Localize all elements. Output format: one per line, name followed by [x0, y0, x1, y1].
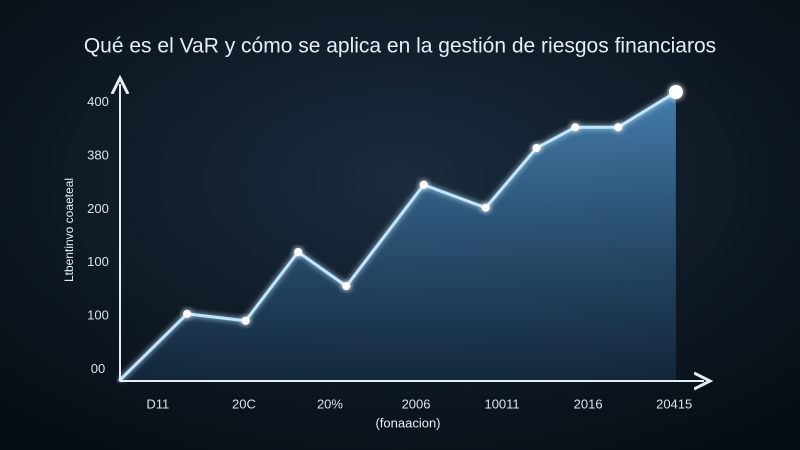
x-tick-label: D11 — [146, 396, 169, 411]
x-tick-label: 20415 — [656, 396, 692, 411]
y-tick-label: 100 — [87, 307, 109, 322]
point — [241, 316, 250, 325]
point — [668, 85, 683, 99]
chart-title: Qué es el VaR y cómo se aplica en la ges… — [84, 35, 716, 58]
point — [342, 282, 351, 291]
y-axis-label: Ltbentinvo coaeteal — [62, 178, 76, 282]
y-tick-label: 380 — [87, 147, 109, 162]
y-tick-label: 400 — [87, 94, 109, 109]
plot-area — [118, 85, 683, 382]
y-tick-label: 100 — [87, 254, 109, 269]
y-tick-label: 00 — [91, 361, 105, 376]
x-tick-label: 20% — [317, 396, 343, 411]
x-tick-label: 10011 — [484, 396, 519, 411]
point — [532, 144, 541, 152]
point — [614, 123, 623, 132]
x-tick-label: 2006 — [402, 396, 431, 411]
x-tick-label: 20C — [232, 396, 256, 411]
y-tick-label: 200 — [87, 201, 109, 216]
area — [120, 92, 676, 380]
point — [294, 248, 303, 256]
point — [571, 123, 580, 132]
x-axis-label: (fonaacion) — [375, 415, 440, 430]
point — [183, 309, 192, 318]
point — [419, 180, 428, 189]
point — [481, 203, 490, 212]
x-tick-label: 2016 — [574, 396, 603, 411]
